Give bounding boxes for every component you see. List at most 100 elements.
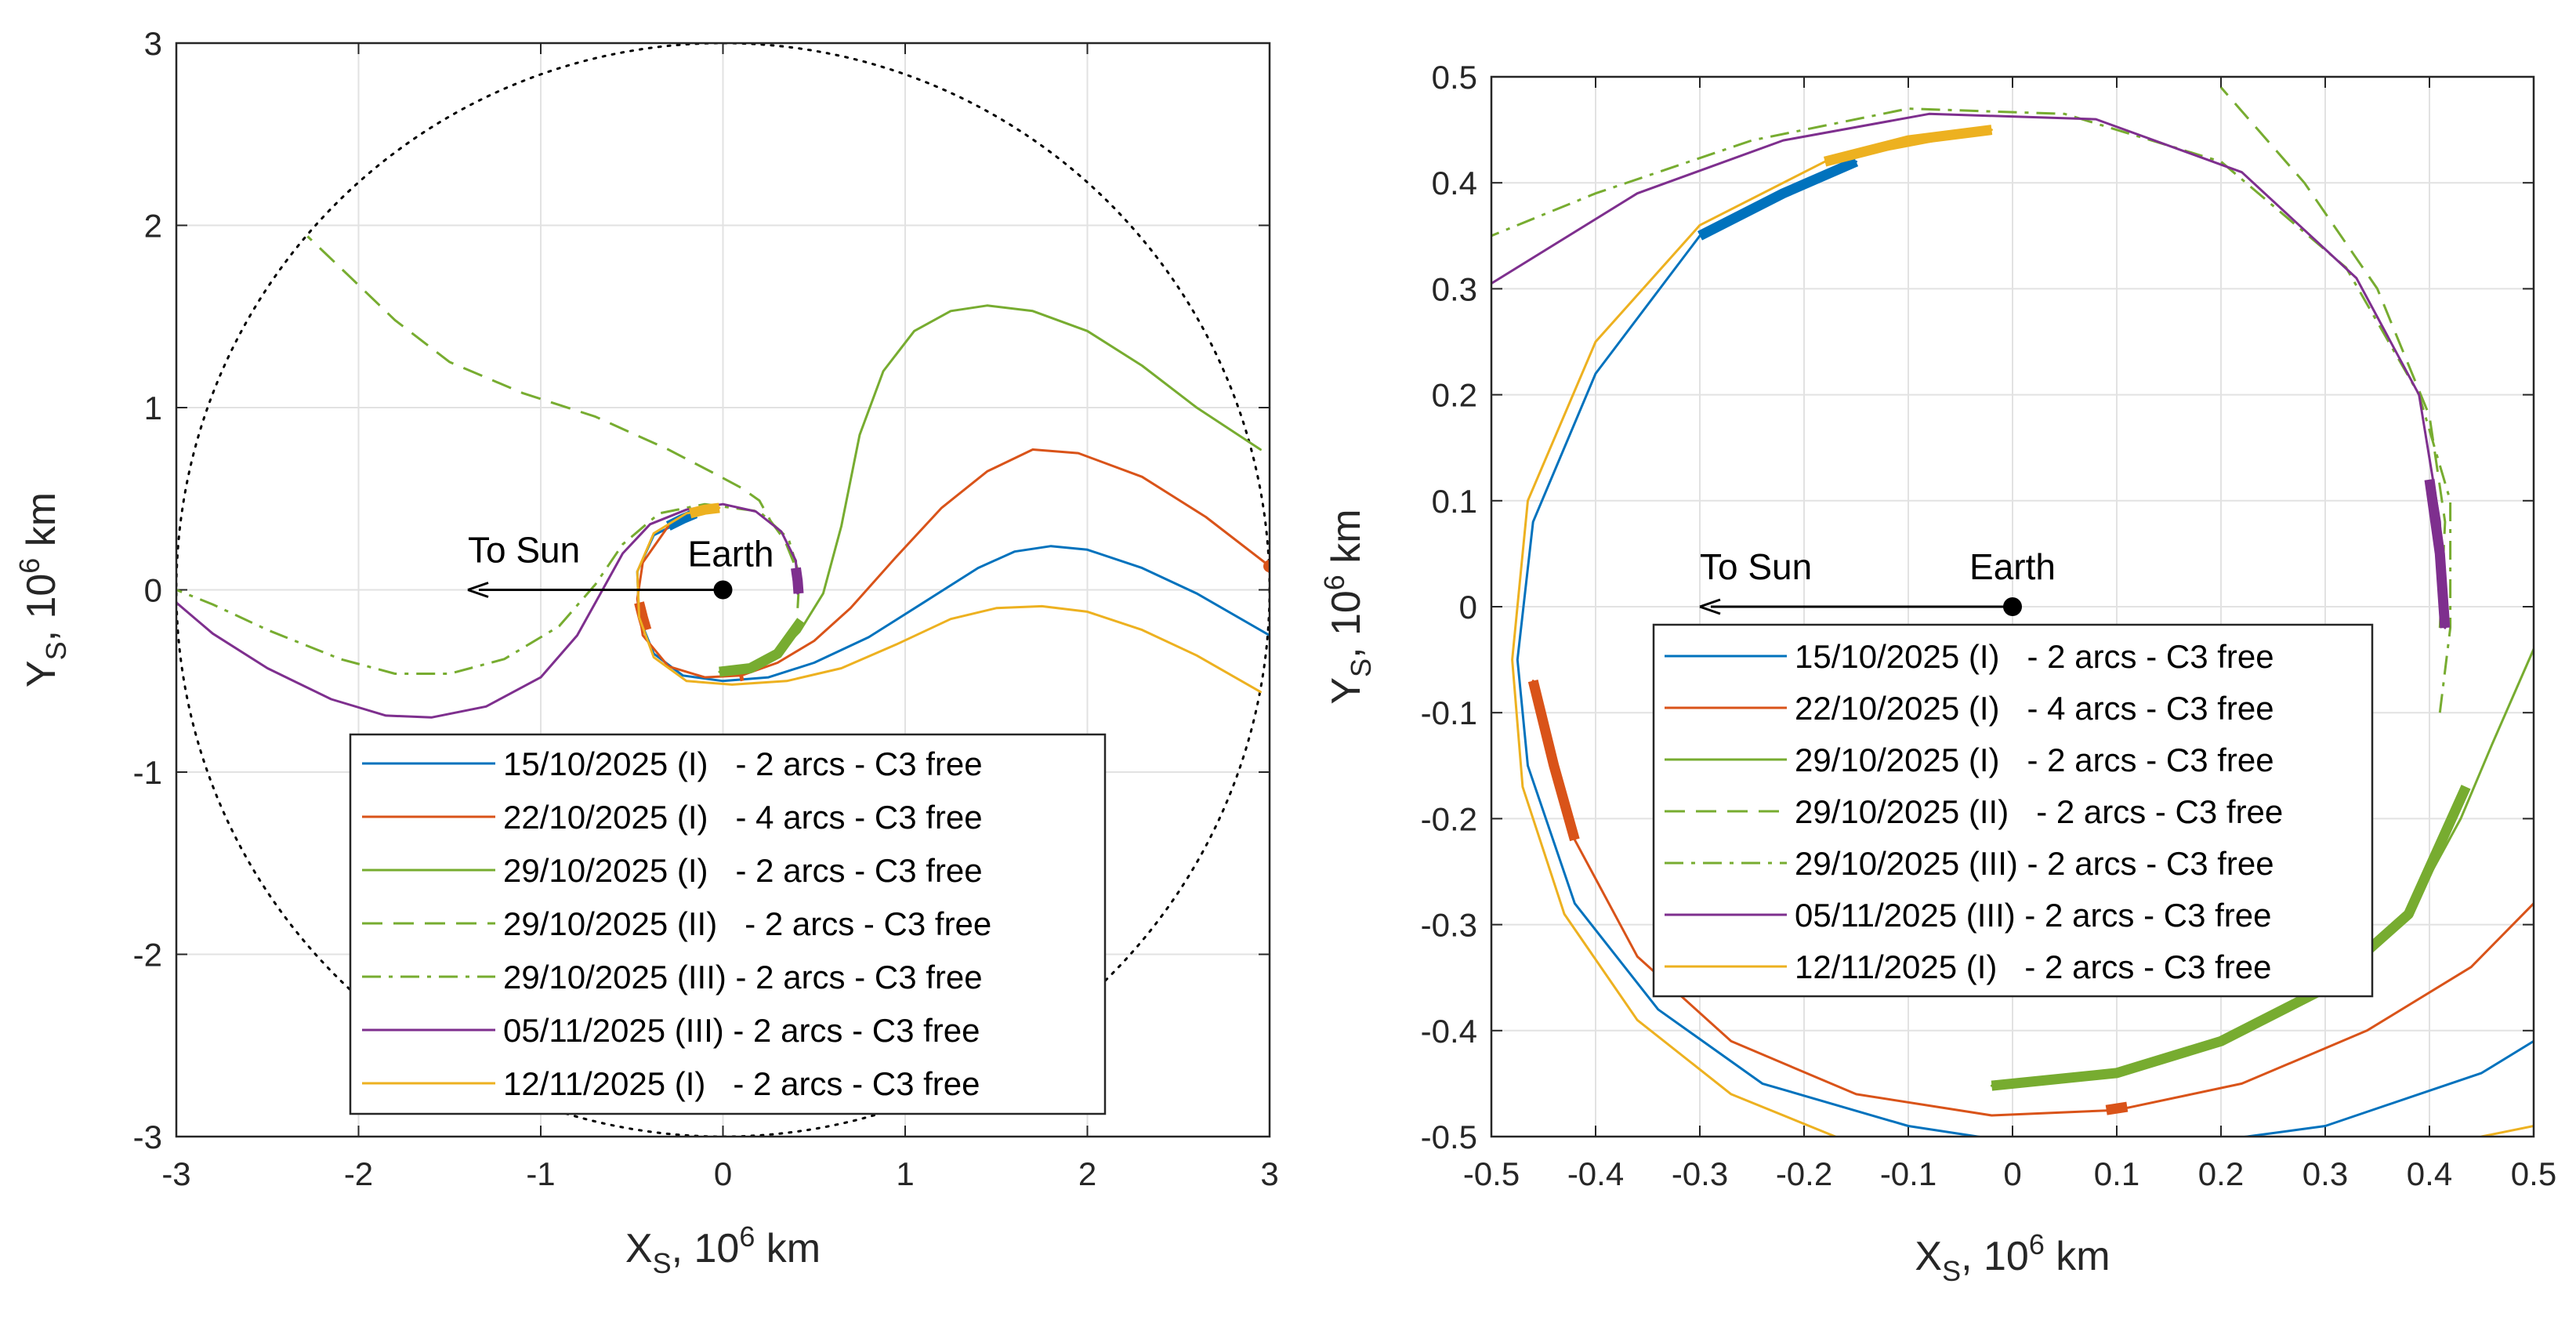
axis-label-mid: , 10 — [19, 574, 64, 642]
x-tick-label: -2 — [344, 1155, 373, 1192]
y-axis-label: YS, 106 km — [13, 492, 72, 687]
legend-label-3: 29/10/2025 (I) - 2 arcs - C3 free — [1795, 742, 2274, 778]
legend-label-5: 29/10/2025 (III) - 2 arcs - C3 free — [503, 959, 983, 995]
y-tick-label: 2 — [144, 208, 162, 245]
y-tick-label: -0.2 — [1421, 800, 1477, 837]
legend-label-5: 29/10/2025 (III) - 2 arcs - C3 free — [1795, 845, 2274, 882]
y-tick-label: 3 — [144, 25, 162, 62]
axis-label-subscript: S — [653, 1247, 672, 1279]
axes-box — [1490, 75, 2535, 1138]
axis-label-superscript: 6 — [739, 1220, 755, 1253]
x-tick-label: 1 — [896, 1155, 914, 1192]
earth-marker — [713, 580, 733, 600]
series-6-thrust-arc-1 — [791, 567, 804, 594]
axis-label-tail: km — [1324, 509, 1369, 575]
y-tick-label: 0 — [144, 572, 162, 609]
x-tick-label: -0.2 — [1776, 1155, 1832, 1192]
legend-label-6: 05/11/2025 (III) - 2 arcs - C3 free — [1795, 897, 2272, 934]
x-tick-label: -0.4 — [1567, 1155, 1624, 1192]
x-tick-label: 0.5 — [2511, 1155, 2556, 1192]
y-tick-label: -3 — [133, 1119, 162, 1155]
y-tick-label: 0.5 — [1432, 59, 1477, 96]
legend-label-7: 12/11/2025 (I) - 2 arcs - C3 free — [1795, 948, 2272, 985]
y-tick-label: -0.1 — [1421, 694, 1477, 731]
legend-label-1: 15/10/2025 (I) - 2 arcs - C3 free — [1795, 638, 2274, 675]
to-sun-label: To Sun — [468, 530, 580, 571]
series-line-1 — [1516, 160, 2534, 1137]
x-tick-label: 0.4 — [2407, 1155, 2452, 1192]
y-tick-label: 1 — [144, 390, 162, 426]
axis-label-tail: km — [2045, 1234, 2110, 1279]
series-6-thrust-arc-1 — [2424, 478, 2451, 629]
series-7-thrust-arc-1 — [689, 502, 720, 519]
legend-label-1: 15/10/2025 (I) - 2 arcs - C3 free — [503, 745, 983, 782]
series-line-5 — [1491, 107, 2452, 713]
axis-label-superscript: 6 — [13, 558, 45, 574]
earth-marker — [2003, 597, 2022, 616]
y-tick-label: 0.4 — [1432, 165, 1477, 201]
axis-label-subscript: S — [1345, 658, 1377, 677]
y-axis-label: YS, 106 km — [1318, 509, 1377, 704]
legend-label-7: 12/11/2025 (I) - 2 arcs - C3 free — [503, 1065, 980, 1102]
axis-label-mid: , 10 — [1324, 590, 1369, 658]
x-tick-label: -0.3 — [1672, 1155, 1728, 1192]
sun-arrow-head — [467, 582, 489, 598]
y-tick-label: 0 — [1459, 589, 1477, 626]
axis-label-main: Y — [1324, 677, 1369, 705]
x-tick-label: 0.3 — [2302, 1155, 2348, 1192]
plot-content — [176, 43, 1270, 1137]
legend-label-3: 29/10/2025 (I) - 2 arcs - C3 free — [503, 852, 983, 889]
axis-label-superscript: 6 — [2029, 1228, 2045, 1260]
x-tick-label: -3 — [161, 1155, 190, 1192]
axis-label-main: X — [1915, 1234, 1942, 1279]
x-tick-label: 0 — [2003, 1155, 2021, 1192]
to-sun-label: To Sun — [1700, 546, 1812, 587]
series-2-marker — [1263, 560, 1270, 573]
series-7-thrust-arc-1 — [1823, 125, 1993, 167]
axis-label-superscript: 6 — [1318, 575, 1350, 590]
chart-1: -3 -2 -1 0 1 2 3 -3 -2 -1 0 1 2 3 To Sun Earth 15/10/202… — [13, 25, 1279, 1279]
series-2-thrust-arc-1 — [1527, 680, 1580, 842]
axis-label-main: X — [625, 1226, 653, 1271]
plot-content — [1491, 86, 2534, 1137]
axis-label-mid: , 10 — [672, 1226, 740, 1271]
earth-label: Earth — [688, 534, 774, 575]
legend-label-4: 29/10/2025 (II) - 2 arcs - C3 free — [1795, 793, 2283, 830]
y-tick-label: -2 — [133, 937, 162, 974]
x-axis-label: XS, 106 km — [625, 1220, 821, 1279]
legend-label-4: 29/10/2025 (II) - 2 arcs - C3 free — [503, 905, 991, 942]
axis-label-main: Y — [19, 660, 64, 687]
x-tick-label: 0 — [714, 1155, 732, 1192]
x-tick-label: 3 — [1260, 1155, 1278, 1192]
legend: 15/10/2025 (I) - 2 arcs - C3 free 22/10/2… — [349, 733, 1107, 1115]
x-tick-label: -0.1 — [1880, 1155, 1937, 1192]
x-tick-label: 0.2 — [2198, 1155, 2244, 1192]
y-tick-label: -0.4 — [1421, 1013, 1477, 1050]
series-line-6 — [176, 502, 799, 719]
y-tick-label: -0.3 — [1421, 907, 1477, 944]
chart-2: -0.5 -0.4 -0.3 -0.2 -0.1 0 0.1 0.2 0.3 0.4 0.5 -0.5… — [1318, 59, 2556, 1287]
series-2-thrust-arc-1 — [634, 601, 652, 632]
x-tick-label: -1 — [526, 1155, 555, 1192]
axis-label-tail: km — [19, 492, 64, 558]
axis-label-subscript: S — [1942, 1255, 1961, 1287]
y-tick-label: -1 — [133, 754, 162, 791]
axes-box — [175, 42, 1271, 1138]
x-tick-label: 2 — [1078, 1155, 1096, 1192]
sun-arrow-head — [1699, 598, 1721, 615]
y-tick-label: 0.3 — [1432, 270, 1477, 307]
series-line-7 — [1511, 129, 1993, 1137]
y-tick-label: -0.5 — [1421, 1119, 1477, 1155]
axis-label-subscript: S — [40, 641, 72, 660]
legend-label-2: 22/10/2025 (I) - 4 arcs - C3 free — [503, 799, 983, 836]
series-1-thrust-arc-1 — [1697, 157, 1859, 241]
axis-label-tail: km — [755, 1226, 821, 1271]
y-tick-label: 0.2 — [1432, 377, 1477, 414]
series-line-6 — [1491, 112, 2447, 629]
axis-label-mid: , 10 — [1961, 1234, 2029, 1279]
x-tick-label: -0.5 — [1463, 1155, 1520, 1192]
legend: 15/10/2025 (I) - 2 arcs - C3 free 22/10/2… — [1652, 623, 2374, 998]
legend-label-6: 05/11/2025 (III) - 2 arcs - C3 free — [503, 1012, 980, 1049]
legend-label-2: 22/10/2025 (I) - 4 arcs - C3 free — [1795, 690, 2274, 727]
